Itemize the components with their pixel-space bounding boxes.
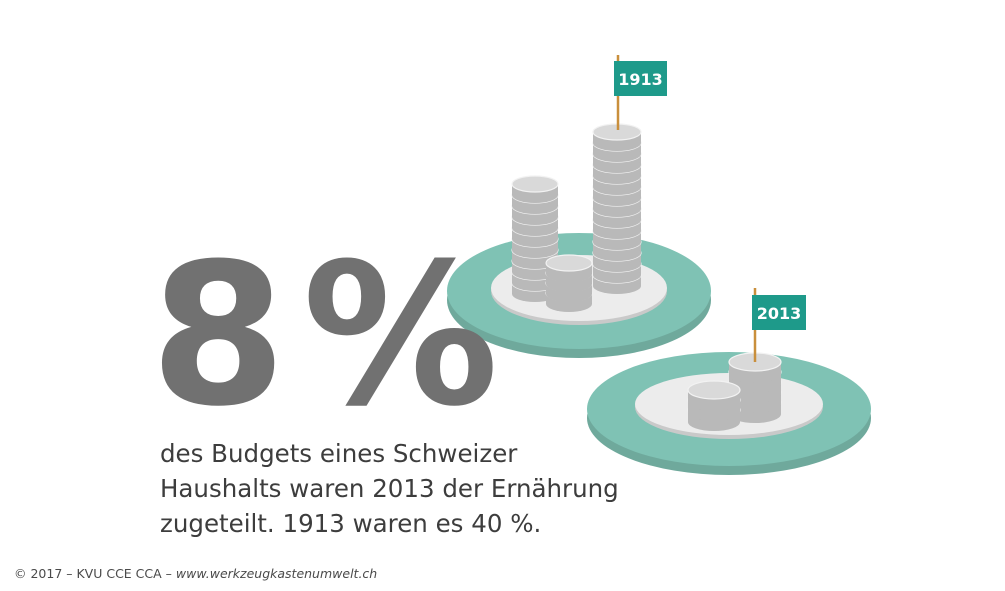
headline-percentage: 8%	[150, 238, 499, 434]
description: des Budgets eines Schweizer Haushalts wa…	[160, 436, 630, 541]
description-line: Haushalts waren 2013 der Ernährung	[160, 474, 619, 503]
flag-1913-label: 1913	[618, 70, 663, 89]
flag-2013: 2013	[752, 288, 806, 362]
headline-value: 8	[150, 222, 286, 450]
footer-credit: © 2017 – KVU CCE CCA – www.werkzeugkaste…	[14, 566, 377, 581]
description-line: des Budgets eines Schweizer	[160, 439, 518, 468]
headline-unit: %	[302, 222, 498, 450]
flag-1913: 1913	[614, 55, 667, 130]
description-line: zugeteilt. 1913 waren es 40 %.	[160, 509, 542, 538]
footer-url: www.werkzeugkastenumwelt.ch	[175, 566, 378, 581]
coin-stacks	[511, 123, 782, 431]
footer-copyright: © 2017 – KVU CCE CCA –	[14, 566, 176, 581]
flag-2013-label: 2013	[757, 304, 802, 323]
